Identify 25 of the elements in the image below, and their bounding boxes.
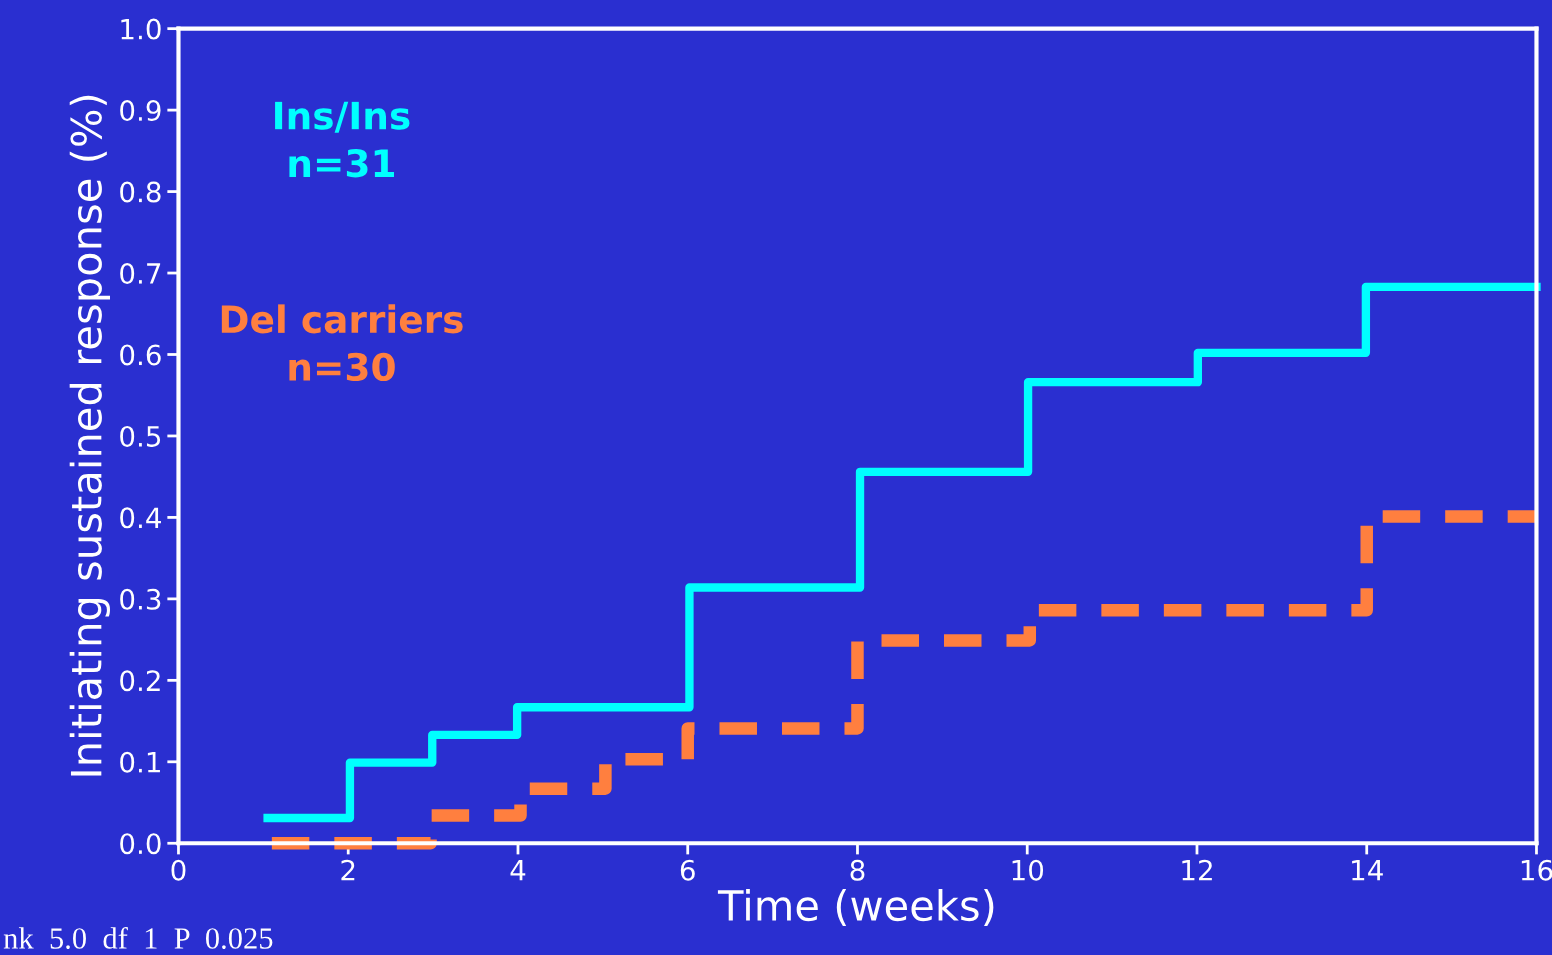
x-tick-label: 6: [680, 859, 695, 881]
y-tick-label: 0.8: [120, 181, 161, 203]
text: Ins/Ins n=31: [275, 101, 410, 178]
x-tick-label: 12: [1182, 859, 1212, 881]
y-tick-label: 0.6: [120, 344, 161, 366]
y-tick-label: 0.1: [120, 751, 160, 773]
y-tick-label: 0.4: [120, 507, 161, 529]
x-tick-label: 10: [1012, 859, 1044, 881]
y-tick-label: 0.2: [120, 670, 160, 692]
y-axis-title: Initiating sustained response (%): [69, 95, 110, 776]
y-tick-label: 1.0: [121, 18, 161, 40]
y-tick-label: 0.5: [120, 425, 161, 447]
y-tick-label: 0.9: [120, 100, 161, 122]
y-tick-label: 0.0: [120, 833, 161, 855]
x-axis-title: Time (weeks): [717, 888, 994, 927]
text: nk 5.0 df 1 P 0.025: [3, 926, 273, 949]
x-tick-label: 16: [1521, 859, 1552, 881]
x-tick-label: 14: [1352, 860, 1383, 881]
y-tick-label: 0.7: [120, 262, 161, 284]
x-tick-label: 8: [850, 859, 865, 881]
text: Del carriers n=30: [221, 304, 463, 382]
x-tick-label: 4: [510, 860, 526, 881]
x-tick-label: 2: [341, 859, 355, 881]
x-tick-label: 0: [171, 859, 186, 881]
y-tick-label: 0.3: [120, 588, 161, 610]
